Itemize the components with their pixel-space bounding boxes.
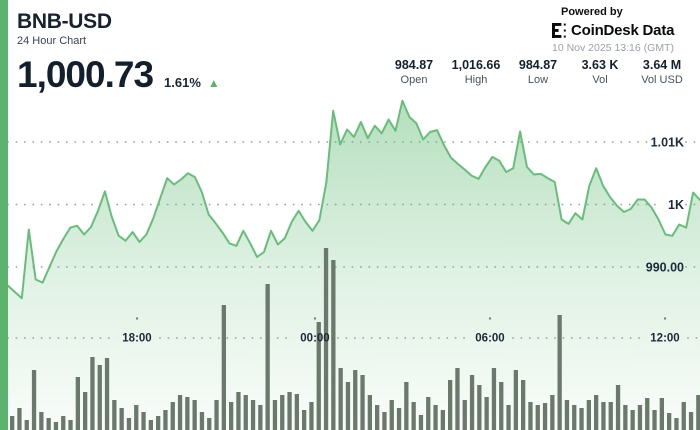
header: BNB-USD 24 Hour Chart 1,000.73 1.61% ▲: [17, 10, 220, 96]
stat-label: High: [464, 74, 488, 86]
stat-vol: 3.63 K Vol: [569, 58, 631, 86]
stat-high: 1,016.66 High: [445, 58, 507, 86]
timestamp: 10 Nov 2025 13:16 (GMT): [552, 42, 674, 54]
coindesk-wordmark: CoinDesk Data: [571, 22, 675, 39]
stat-value: 3.63 K: [581, 58, 619, 72]
stat-value: 984.87: [394, 58, 434, 72]
x-axis-label: 12:00: [650, 333, 679, 345]
y-axis-label: 1.01K: [651, 136, 684, 150]
ohlc-stats-row: 984.87 Open 1,016.66 High 984.87 Low 3.63 K Vol…: [383, 58, 693, 86]
stat-low: 984.87 Low: [507, 58, 569, 86]
stat-label: Vol USD: [641, 74, 683, 86]
x-axis-label: 06:00: [475, 333, 504, 345]
y-axis-label: 990.00: [646, 261, 684, 275]
powered-by-label: Powered by: [561, 6, 623, 18]
left-accent-bar: [0, 0, 8, 430]
coindesk-icon: [552, 23, 566, 38]
brand-block: Powered by CoinDesk Data 10 Nov 2025 13:…: [552, 6, 700, 54]
coindesk-logo[interactable]: CoinDesk Data: [552, 22, 700, 39]
percent-change: 1.61%: [164, 75, 201, 90]
current-price: 1,000.73: [17, 54, 154, 95]
up-triangle-icon: ▲: [207, 76, 220, 90]
stat-value: 1,016.66: [451, 58, 501, 72]
stat-open: 984.87 Open: [383, 58, 445, 86]
price-row: 1,000.73 1.61% ▲: [17, 54, 220, 96]
stat-value: 984.87: [518, 58, 558, 72]
stat-value: 3.64 M: [642, 58, 682, 72]
chart-period-subtitle: 24 Hour Chart: [17, 35, 87, 47]
stat-label: Low: [527, 74, 549, 86]
stat-label: Open: [400, 74, 428, 86]
x-axis-label: 18:00: [122, 333, 151, 345]
stat-label: Vol: [592, 74, 608, 86]
stat-vol-usd: 3.64 M Vol USD: [631, 58, 693, 86]
symbol-title: BNB-USD: [17, 10, 112, 33]
x-axis-label: 00:00: [300, 333, 329, 345]
y-axis-label: 1K: [668, 198, 684, 212]
